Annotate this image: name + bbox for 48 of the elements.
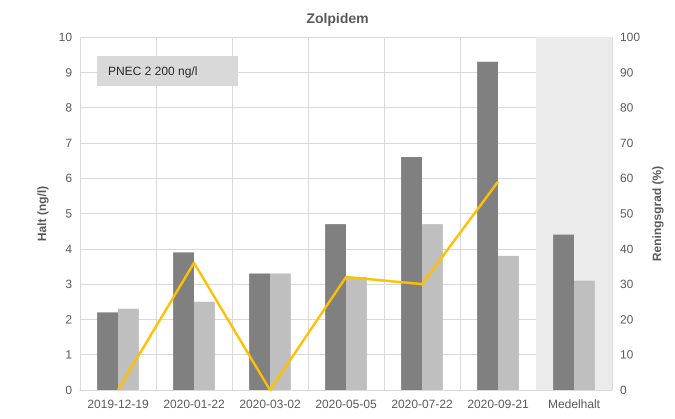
- y2-tick-label: 60: [620, 171, 634, 186]
- bar: [173, 252, 194, 390]
- y-tick-label: 0: [65, 383, 72, 397]
- y2-tick-label: 0: [620, 383, 627, 397]
- y2-tick-label: 20: [620, 312, 634, 326]
- chart-title: Zolpidem: [306, 10, 369, 26]
- bar: [270, 274, 291, 390]
- y2-tick-label: 10: [620, 348, 634, 362]
- x-tick-label: 2020-01-22: [163, 397, 226, 411]
- y2-tick-label: 30: [620, 277, 634, 292]
- y-tick-label: 10: [58, 30, 72, 44]
- bar: [118, 308, 139, 390]
- y2-tick-label: 50: [620, 206, 634, 220]
- y2-tick-label: 80: [620, 100, 634, 115]
- bar: [346, 277, 367, 390]
- y2-axis-title: Reningsgrad (%): [650, 166, 664, 262]
- x-tick-label: 2020-07-22: [391, 397, 454, 411]
- x-tick-label: 2020-03-02: [239, 397, 302, 411]
- y-axis-title: Halt (ng/l): [34, 186, 49, 242]
- bar: [553, 234, 574, 390]
- y2-tick-label: 90: [620, 65, 634, 80]
- bar: [97, 312, 118, 390]
- y-tick-label: 6: [65, 171, 72, 186]
- bar: [325, 224, 346, 390]
- x-tick-label: Medelhalt: [548, 397, 601, 411]
- bar: [401, 157, 422, 390]
- y-tick-label: 3: [65, 277, 72, 292]
- y2-tick-label: 100: [620, 30, 640, 44]
- annotation: PNEC 2 200 ng/l: [108, 64, 198, 78]
- y2-tick-label: 40: [620, 242, 634, 256]
- y-tick-label: 5: [65, 206, 72, 220]
- x-tick-label: 2020-05-05: [315, 397, 378, 411]
- x-tick-label: 2019-12-19: [87, 397, 150, 411]
- y-tick-label: 1: [65, 348, 72, 362]
- line-series: [116, 180, 500, 392]
- y-tick-label: 2: [65, 312, 72, 326]
- y2-tick-label: 70: [620, 136, 634, 150]
- y-tick-label: 8: [65, 100, 72, 115]
- bar: [249, 274, 270, 390]
- x-tick-label: 2020-09-21: [467, 397, 530, 411]
- bar: [422, 224, 443, 390]
- y-tick-label: 9: [65, 65, 72, 80]
- bar: [498, 256, 519, 390]
- bar: [477, 62, 498, 390]
- y-tick-label: 7: [65, 136, 72, 150]
- bar: [574, 280, 595, 390]
- bar: [194, 302, 215, 390]
- y-tick-label: 4: [65, 242, 72, 256]
